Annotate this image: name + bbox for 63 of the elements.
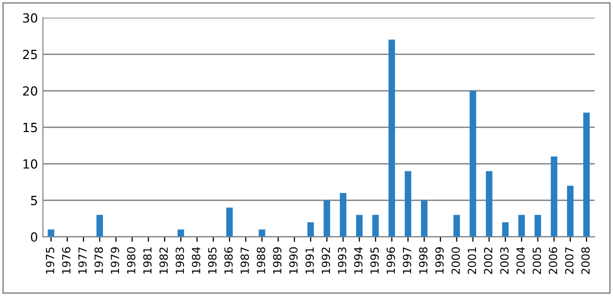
x-tick-label: 2005 [532,247,542,274]
x-tick-label: 1996 [386,247,396,274]
bar [518,214,525,237]
y-tick-label: 10 [24,159,38,169]
x-tick-label: 1981 [143,248,152,274]
bar [550,156,558,237]
x-tick-label: 1982 [159,248,168,274]
bar [502,222,509,237]
x-tick-label: 1975 [46,247,54,274]
bar [486,171,492,237]
bar [404,171,412,237]
x-tick-label: 2006 [548,247,558,274]
y-tick-label: 0 [30,232,38,242]
bar [226,208,233,237]
y-tick-label: 15 [24,122,37,132]
x-tick-label: 1999 [435,247,444,274]
x-tick-label: 2000 [452,247,460,274]
y-tick-label: 25 [23,50,37,60]
x-tick-label: 1979 [110,247,120,274]
bar [420,200,428,237]
x-tick-label: 1989 [273,247,282,274]
bar [470,90,476,237]
bar [178,230,184,237]
x-tick-label: 1987 [240,247,249,274]
x-tick-label: 1991 [305,248,314,274]
x-tick-label: 1988 [256,247,266,274]
bar [388,40,396,237]
x-tick-label: 1986 [224,247,233,274]
bar [534,214,542,237]
bar [372,214,379,237]
x-tick-label: 2001 [468,248,476,274]
x-tick-label: 1997 [402,247,412,274]
x-tick-label: 1992 [322,248,330,274]
x-tick-label: 1998 [419,247,428,274]
bar [324,200,330,237]
x-tick-label: 2003 [500,247,509,274]
x-tick-label: 1985 [208,247,217,274]
x-tick-label: 1993 [338,247,346,274]
x-tick-label: 2008 [581,247,590,274]
bar [340,192,346,237]
y-tick-label: 5 [31,196,37,206]
bar [356,214,363,237]
bar [96,214,103,237]
x-tick-label: 1990 [289,247,298,274]
bar [307,222,314,237]
x-tick-label: 2004 [516,247,525,274]
x-tick-label: 1980 [126,247,136,274]
bar [258,230,266,237]
bar [567,186,574,237]
x-tick-label: 1978 [94,247,103,274]
bar [453,214,460,237]
bar [48,230,54,237]
x-tick-label: 1983 [176,247,184,274]
x-tick-label: 2002 [484,248,492,274]
x-tick-label: 1976 [62,247,70,274]
x-tick-label: 1984 [192,247,200,274]
x-tick-label: 1994 [354,247,363,274]
bar [583,112,590,237]
y-tick-label: 20 [23,86,38,96]
y-tick-label: 30 [23,13,38,23]
x-tick-label: 1995 [370,247,379,274]
x-tick-label: 2007 [565,247,574,274]
x-tick-label: 1977 [78,247,87,274]
